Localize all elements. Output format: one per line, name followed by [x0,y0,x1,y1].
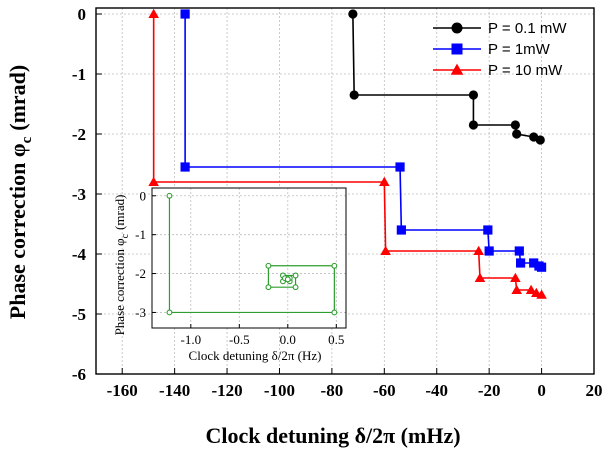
inset-plot-frame [151,187,347,329]
y-tick-label: -4 [72,245,87,264]
data-point-series-0 [292,272,299,279]
y-tick-label: -5 [72,305,86,324]
data-point-p-10-mw [474,272,486,282]
data-point-p-0-1-mw [512,129,522,139]
legend-marker [450,63,464,75]
x-tick-label: -1.0 [181,332,202,347]
data-point-p-0-1-mw [535,135,545,145]
data-point-p-10-mw [511,284,522,294]
x-tick-label: -40 [425,381,448,400]
y-axis-title-unit: (mrad) [5,65,30,131]
data-point-p-10-mw [148,8,159,18]
data-point-p-1mw [180,162,190,172]
y-tick-label: -3 [135,305,146,320]
data-point-p-10-mw [510,272,521,282]
data-point-p-1mw [529,258,539,268]
data-point-p-1mw [396,225,406,235]
x-tick-label: -100 [264,381,295,400]
x-tick-label: 0.5 [328,332,344,347]
x-tick-label: -80 [321,381,344,400]
x-axis-title: Clock detuning δ/2π (mHz) [205,423,460,448]
data-point-p-0-1-mw [468,120,479,130]
x-tick-label: -160 [107,381,138,400]
data-point-p-1mw [516,258,526,268]
inset-axes: -1.0 -0.5 0.0 0.5 0 -1 -2 -3 [135,188,344,347]
legend-label: P = 0.1 mW [488,20,567,37]
inset-y-axis-title-main: Phase correction φ [112,238,127,335]
data-point-series-0 [292,284,299,291]
data-point-series-0 [265,284,272,291]
y-tick-label: 0 [78,5,87,24]
x-tick-label: -140 [159,381,190,400]
x-tick-label: 20 [586,381,603,400]
inset-plot-area [166,192,338,316]
y-axis-title-subscript: c [19,136,35,143]
data-point-p-0-1-mw [468,90,479,100]
data-point-p-1mw [536,262,547,272]
y-tick-label: -1 [72,65,86,84]
x-tick-label: 0 [537,381,546,400]
data-point-series-0 [166,192,173,199]
x-tick-label: -0.5 [229,332,250,347]
y-tick-label: -2 [135,266,146,281]
data-point-p-10-mw [525,284,537,294]
data-point-p-10-mw [473,245,484,255]
data-point-series-0 [331,262,338,269]
data-point-series-0 [284,276,291,283]
inset-background [152,188,346,328]
y-axis-title: Phase correction φc (mrad) [5,65,35,319]
legend-label: P = 10 mW [488,62,563,79]
y-axis-title-main: Phase correction φ [5,143,30,319]
inset-y-axis-title-unit: (mrad) [112,195,127,230]
data-point-p-10-mw [148,176,159,186]
y-tick-label: -6 [72,365,86,384]
legend-label: P = 1mW [488,41,551,58]
data-point-p-10-mw [379,176,390,186]
inset-y-axis-title: Phase correction φc (mrad) [112,195,131,336]
legend-marker [451,22,463,34]
main-axes: -160 -140 -120 -100 -80 -60 -40 -20 0 200-1-2-3-4… [72,5,603,400]
x-tick-label: 0.0 [280,332,296,347]
data-point-p-1mw [514,246,524,256]
data-point-series-0 [265,262,272,269]
x-tick-label: -120 [211,381,242,400]
data-point-p-10-mw [380,245,391,255]
data-point-p-0-1-mw [348,9,358,19]
data-point-p-0-1-mw [510,120,520,130]
main-plot-frame [95,7,595,375]
x-tick-label: -20 [478,381,501,400]
y-tick-label: -1 [135,227,146,242]
data-point-p-1mw [395,162,405,172]
data-point-p-1mw [483,225,493,235]
y-tick-label: -3 [72,185,86,204]
legend: P = 0.1 mW P = 1mW P = 10 mW [433,20,567,79]
x-tick-label: -60 [373,381,396,400]
data-point-p-1mw [180,9,190,19]
inset-y-axis-title-subscript: c [120,233,131,238]
data-point-series-0 [331,309,338,316]
data-point-p-0-1-mw [349,90,359,100]
y-tick-label: 0 [140,188,147,203]
y-tick-label: -2 [72,125,86,144]
data-point-series-0 [166,309,173,316]
main-plot-area [148,8,547,299]
data-point-p-10-mw [536,289,547,299]
data-point-p-1mw [484,246,494,256]
legend-marker [451,43,463,55]
inset-x-axis-title: Clock detuning δ/2π (Hz) [189,348,322,363]
inset-chart: -1.0 -0.5 0.0 0.5 0 -1 -2 -3 Clock detuning δ/2… [112,187,347,363]
